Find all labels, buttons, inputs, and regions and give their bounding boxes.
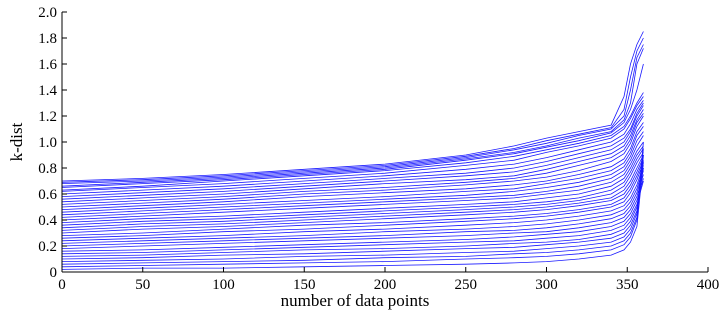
- series-line-24: [61, 160, 644, 236]
- y-axis-label: k-dist: [7, 122, 26, 161]
- x-tick-label: 50: [135, 277, 150, 293]
- series-line-14: [61, 122, 644, 210]
- series-line-27: [61, 167, 644, 244]
- series-line-2: [61, 37, 644, 183]
- y-tick-label: 2.0: [38, 5, 57, 21]
- series-line-12: [61, 113, 644, 205]
- series-line-36: [61, 154, 644, 268]
- series-line-4: [61, 48, 644, 187]
- y-tick-label: 0.4: [38, 213, 57, 229]
- series-line-26: [61, 165, 644, 242]
- series-line-5: [61, 63, 644, 188]
- series-line-11: [61, 109, 644, 203]
- series-line-28: [61, 170, 644, 247]
- x-tick-label: 0: [58, 277, 66, 293]
- x-tick-label: 300: [535, 277, 558, 293]
- y-tick-label: 1.6: [38, 57, 57, 73]
- x-axis-label: number of data points: [281, 291, 430, 310]
- x-tick-label: 200: [374, 277, 397, 293]
- x-axis-ticks: 0 50 100 150 200 250 300 350 400: [58, 267, 719, 293]
- series-line-17: [61, 135, 644, 218]
- series-line-19: [61, 145, 644, 223]
- series-layer: [61, 31, 644, 270]
- x-tick-label: 100: [212, 277, 235, 293]
- series-line-3: [61, 44, 644, 184]
- y-tick-label: 0.2: [38, 239, 57, 255]
- series-line-16: [61, 131, 644, 216]
- series-line-33: [61, 154, 644, 260]
- y-tick-label: 0.6: [38, 187, 57, 203]
- series-line-21: [61, 152, 644, 229]
- series-line-7: [61, 96, 644, 192]
- x-tick-label: 350: [616, 277, 639, 293]
- y-axis-ticks: 0 0.2 0.4 0.6 0.8 1.0 1.2 1.4 1.6 1.8 2.0: [38, 5, 67, 281]
- y-tick-label: 1.8: [38, 31, 57, 47]
- y-tick-label: 1.0: [38, 135, 57, 151]
- series-line-32: [61, 167, 644, 257]
- series-line-1: [61, 31, 644, 182]
- series-line-23: [61, 157, 644, 234]
- series-line-34: [61, 141, 644, 262]
- y-tick-label: 1.2: [38, 109, 57, 125]
- series-line-15: [61, 126, 644, 213]
- x-tick-label: 150: [293, 277, 316, 293]
- y-tick-label: 1.4: [38, 83, 57, 99]
- series-line-20: [61, 148, 644, 226]
- series-line-29: [61, 174, 644, 249]
- series-line-10: [61, 105, 644, 200]
- series-line-35: [61, 148, 644, 265]
- series-line-30: [61, 178, 644, 252]
- series-line-22: [61, 154, 644, 231]
- series-line-9: [61, 102, 644, 197]
- series-line-6: [61, 92, 644, 191]
- series-line-18: [61, 141, 644, 221]
- series-line-13: [61, 115, 644, 208]
- y-tick-label: 0.8: [38, 161, 57, 177]
- x-tick-label: 400: [697, 277, 720, 293]
- series-line-25: [61, 162, 644, 239]
- y-tick-label: 0: [50, 265, 58, 281]
- series-line-37: [61, 161, 644, 270]
- series-line-8: [61, 100, 644, 195]
- x-tick-label: 250: [455, 277, 478, 293]
- series-line-31: [61, 180, 644, 255]
